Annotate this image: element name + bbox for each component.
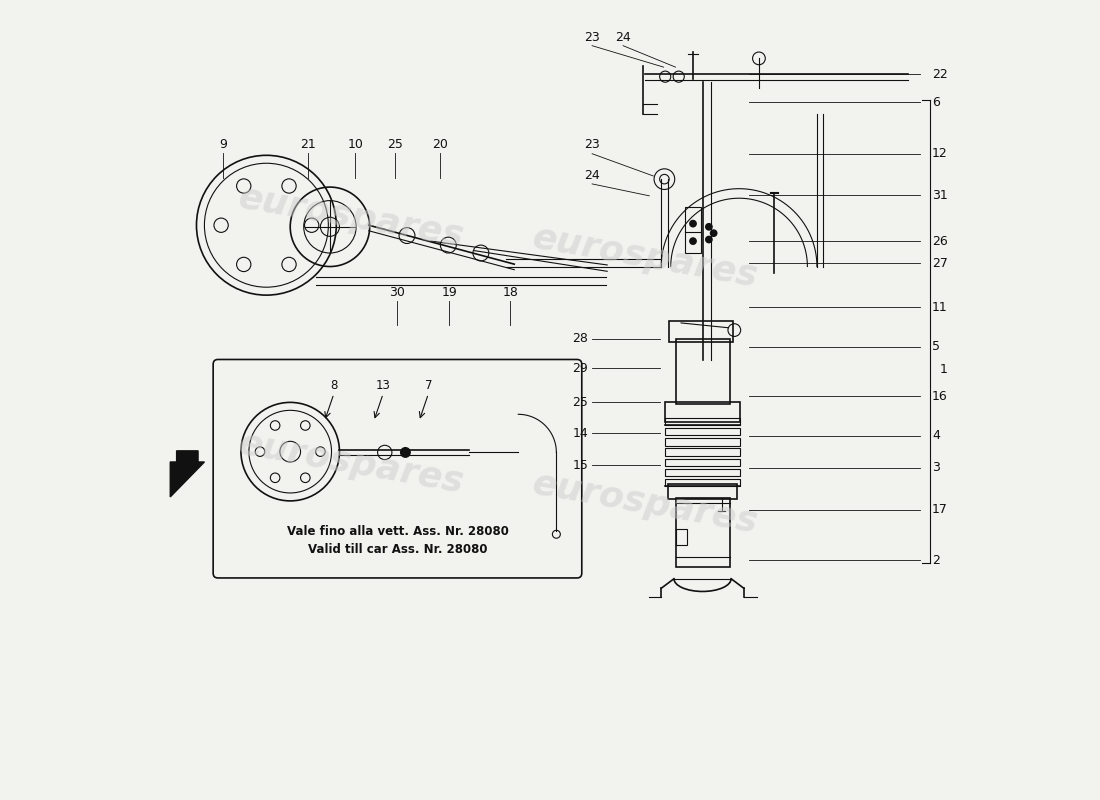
Circle shape [706,224,712,230]
Text: 9: 9 [219,138,227,151]
Text: 1: 1 [939,363,947,376]
Bar [666,402,740,422]
Text: 22: 22 [932,68,948,81]
Text: 25: 25 [387,138,403,151]
Text: 17: 17 [932,503,948,516]
Text: 27: 27 [932,257,948,270]
Text: eurospares: eurospares [530,466,761,540]
Text: 23: 23 [584,138,600,151]
Bar [675,498,729,567]
Bar [666,478,740,486]
Bar [675,530,686,546]
Text: 20: 20 [432,138,449,151]
Text: eurospares: eurospares [235,181,466,254]
Bar [669,322,733,342]
Text: 3: 3 [932,461,940,474]
Text: 13: 13 [376,379,390,392]
Bar [666,428,740,435]
Text: 10: 10 [348,138,363,151]
Text: 19: 19 [441,286,456,299]
Text: 6: 6 [932,95,940,109]
Text: 15: 15 [572,458,588,472]
Circle shape [690,238,696,244]
Bar [675,339,729,404]
Text: eurospares: eurospares [235,427,466,500]
Bar [669,484,737,498]
Text: 12: 12 [932,147,948,160]
Text: 23: 23 [584,31,600,44]
Text: eurospares: eurospares [530,221,761,294]
Text: 11: 11 [932,301,948,314]
Text: 21: 21 [300,138,316,151]
Circle shape [400,448,410,457]
Text: 26: 26 [932,234,948,248]
Circle shape [690,221,696,227]
Bar [666,418,740,426]
Text: 14: 14 [572,427,588,440]
Bar [666,458,740,466]
Text: Vale fino alla vett. Ass. Nr. 28080: Vale fino alla vett. Ass. Nr. 28080 [286,525,508,538]
Text: 2: 2 [932,554,940,567]
Text: 8: 8 [330,379,338,392]
Text: 5: 5 [932,340,940,354]
Text: Valid till car Ass. Nr. 28080: Valid till car Ass. Nr. 28080 [308,543,487,556]
Text: 24: 24 [615,31,631,44]
Text: 28: 28 [572,332,588,346]
Polygon shape [170,451,205,497]
Text: 4: 4 [932,430,940,442]
Bar [666,449,740,456]
Text: 18: 18 [503,286,518,299]
Bar [666,438,740,446]
Text: 16: 16 [932,390,948,402]
Text: 7: 7 [425,379,432,392]
Circle shape [706,236,712,242]
Text: 24: 24 [584,169,600,182]
Bar [685,207,701,253]
Text: 29: 29 [572,362,588,374]
Circle shape [711,230,717,236]
Text: 30: 30 [388,286,405,299]
Text: 25: 25 [572,396,588,409]
Bar [666,469,740,476]
Text: 31: 31 [932,189,948,202]
